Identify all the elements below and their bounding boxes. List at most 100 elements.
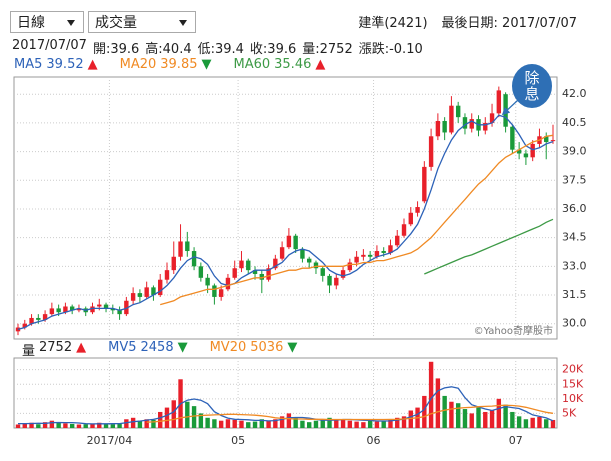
- candle-body: [218, 289, 224, 297]
- candle-body: [293, 235, 298, 250]
- volume-bar: [164, 407, 170, 428]
- x-tick-label: 06: [367, 434, 381, 447]
- volume-bar: [334, 419, 339, 428]
- volume-bar: [449, 401, 454, 428]
- volume-bar: [42, 422, 48, 428]
- candle-body: [530, 143, 535, 158]
- x-tick-label: 07: [509, 434, 523, 447]
- legend-name: MV20: [209, 340, 247, 355]
- legend-name: MA20: [119, 57, 157, 72]
- volume-bar: [29, 422, 34, 428]
- volume-bar: [83, 424, 88, 428]
- y-tick-label: 40.5: [562, 116, 587, 129]
- candle-body: [435, 120, 441, 137]
- candle-body: [56, 308, 61, 313]
- volume-bar: [320, 419, 325, 428]
- volume-bar: [428, 361, 434, 428]
- price-panel: [13, 76, 558, 340]
- candle-body: [69, 306, 75, 311]
- volume-bar: [56, 422, 61, 428]
- volume-bar: [185, 401, 190, 428]
- candle-body: [496, 90, 502, 114]
- candle-body: [361, 254, 366, 257]
- volume-bar: [550, 419, 556, 428]
- period-option[interactable]: 日線: [17, 15, 45, 31]
- dropdown-arrow[interactable]: [67, 20, 75, 26]
- volume-bar: [252, 421, 258, 428]
- y-tick-label: 20K: [562, 363, 584, 376]
- volume-bar: [476, 407, 481, 428]
- candle-body: [374, 251, 380, 257]
- candle-body: [225, 277, 231, 290]
- candle-body: [550, 140, 556, 142]
- info-item: 低:39.4: [197, 42, 244, 57]
- candle-body: [97, 304, 102, 307]
- y-tick-label: 10K: [562, 392, 584, 405]
- candle-body: [232, 268, 237, 278]
- volume-bar: [90, 423, 95, 428]
- volume-bar: [523, 419, 529, 428]
- volume-bar: [97, 422, 102, 428]
- volume-bar: [239, 420, 244, 428]
- line: [160, 134, 554, 306]
- candle-body: [42, 314, 48, 320]
- candle-body: [130, 293, 136, 301]
- volume-bar: [124, 419, 129, 428]
- legend-trend: ▲: [87, 57, 98, 72]
- volume-bar: [63, 423, 68, 428]
- candle-body: [347, 262, 353, 271]
- legend-trend: ▼: [287, 340, 298, 355]
- y-tick-label: 33.0: [562, 259, 587, 272]
- candle-body: [334, 277, 339, 286]
- candle-body: [286, 235, 292, 248]
- volume-bar: [422, 395, 427, 428]
- volume-bar: [442, 395, 447, 428]
- candle-body: [36, 317, 41, 320]
- info-item: 2017/07/07: [12, 38, 87, 53]
- candle-body: [124, 300, 129, 315]
- candle-body: [158, 279, 163, 296]
- volume-bar: [354, 421, 359, 428]
- candle-body: [110, 308, 116, 311]
- candle-body: [449, 105, 454, 133]
- candle-body: [151, 287, 156, 296]
- volume-bar: [198, 413, 204, 428]
- volume-bar: [510, 411, 515, 428]
- legend-value: 2458: [140, 340, 174, 355]
- candle-body: [259, 273, 264, 280]
- legend-value: 39.52: [46, 57, 84, 72]
- period-dropdown[interactable]: 日線: [10, 11, 84, 33]
- indicator-dropdown[interactable]: 成交量: [88, 11, 196, 33]
- candle-body: [266, 268, 271, 280]
- candle-body: [367, 254, 373, 257]
- volume-bar: [401, 416, 407, 428]
- volume-bar: [130, 417, 136, 428]
- volume-bar: [36, 424, 41, 428]
- volume-bar: [395, 417, 400, 428]
- volume-bar: [218, 420, 224, 428]
- y-tick-label: 31.5: [562, 288, 587, 301]
- candle-body: [354, 256, 359, 263]
- volume-bar: [374, 421, 380, 428]
- legend-trend: ▼: [177, 340, 188, 355]
- volume-bar: [516, 416, 522, 428]
- legend-value: 5036: [250, 340, 284, 355]
- volume-bar: [313, 420, 319, 428]
- volume-bar: [273, 419, 278, 428]
- volume-panel: [13, 357, 558, 429]
- candle-body: [198, 266, 204, 278]
- volume-bar: [483, 411, 488, 428]
- indicator-option[interactable]: 成交量: [95, 15, 137, 31]
- candle-body: [483, 122, 488, 131]
- volume-bar: [76, 424, 82, 428]
- candle-body: [239, 260, 244, 269]
- candle-body: [205, 277, 210, 286]
- candle-body: [171, 256, 176, 271]
- dropdown-arrow[interactable]: [179, 20, 187, 26]
- candle-body: [320, 268, 325, 276]
- candle-body: [544, 136, 549, 143]
- volume-bar: [22, 423, 27, 428]
- volume-bar: [279, 416, 285, 428]
- legend-name: MA60: [233, 57, 271, 72]
